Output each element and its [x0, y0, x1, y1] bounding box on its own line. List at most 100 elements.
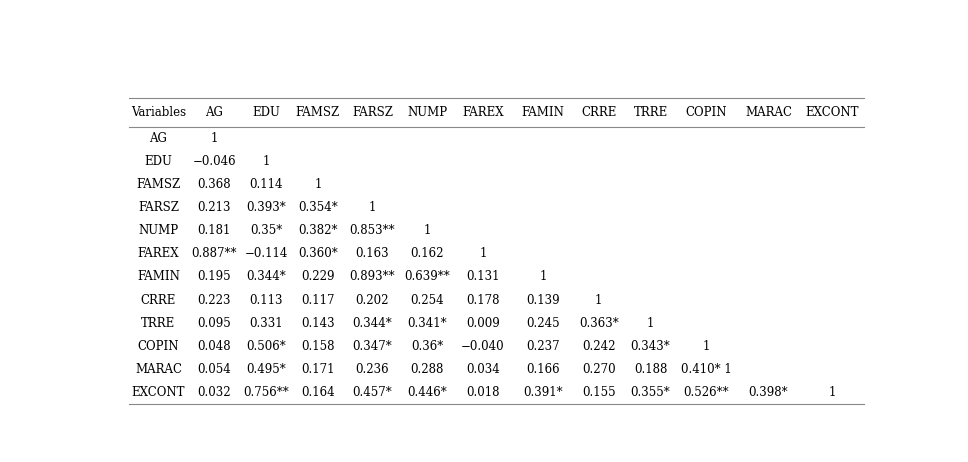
Text: 0.270: 0.270 — [582, 363, 616, 376]
Text: 0.158: 0.158 — [301, 340, 335, 353]
Text: EXCONT: EXCONT — [132, 386, 185, 399]
Text: 0.393*: 0.393* — [246, 201, 286, 214]
Text: 0.143: 0.143 — [301, 316, 335, 329]
Text: 0.229: 0.229 — [301, 270, 335, 283]
Text: TRRE: TRRE — [633, 106, 668, 119]
Text: AG: AG — [205, 106, 224, 119]
Text: CRRE: CRRE — [581, 106, 617, 119]
Text: 0.236: 0.236 — [355, 363, 389, 376]
Text: AG: AG — [149, 132, 167, 145]
Text: 1: 1 — [595, 293, 602, 306]
Text: TRRE: TRRE — [141, 316, 175, 329]
Text: 1: 1 — [211, 132, 218, 145]
Text: 0.139: 0.139 — [527, 293, 560, 306]
Text: −0.046: −0.046 — [193, 155, 236, 168]
Text: 0.495*: 0.495* — [246, 363, 286, 376]
Text: EDU: EDU — [252, 106, 280, 119]
Text: 0.034: 0.034 — [466, 363, 499, 376]
Text: 1: 1 — [539, 270, 547, 283]
Text: 0.344*: 0.344* — [352, 316, 392, 329]
Text: 0.341*: 0.341* — [408, 316, 447, 329]
Text: MARAC: MARAC — [745, 106, 792, 119]
Text: 0.344*: 0.344* — [246, 270, 286, 283]
Text: 1: 1 — [703, 340, 711, 353]
Text: 0.188: 0.188 — [634, 363, 667, 376]
Text: COPIN: COPIN — [685, 106, 727, 119]
Text: 0.245: 0.245 — [527, 316, 560, 329]
Text: 0.237: 0.237 — [527, 340, 560, 353]
Text: 0.164: 0.164 — [301, 386, 335, 399]
Text: 0.331: 0.331 — [250, 316, 283, 329]
Text: NUMP: NUMP — [138, 224, 178, 237]
Text: 0.223: 0.223 — [197, 293, 231, 306]
Text: 0.195: 0.195 — [197, 270, 231, 283]
Text: 0.009: 0.009 — [466, 316, 499, 329]
Text: 0.347*: 0.347* — [352, 340, 392, 353]
Text: 0.639**: 0.639** — [405, 270, 450, 283]
Text: 0.343*: 0.343* — [631, 340, 671, 353]
Text: 0.114: 0.114 — [250, 178, 283, 191]
Text: 0.368: 0.368 — [197, 178, 231, 191]
Text: 0.853**: 0.853** — [349, 224, 395, 237]
Text: 0.887**: 0.887** — [192, 247, 237, 260]
Text: 0.398*: 0.398* — [748, 386, 788, 399]
Text: −0.040: −0.040 — [461, 340, 504, 353]
Text: 0.446*: 0.446* — [408, 386, 447, 399]
Text: 0.113: 0.113 — [250, 293, 283, 306]
Text: 1: 1 — [369, 201, 377, 214]
Text: FAREX: FAREX — [137, 247, 179, 260]
Text: 0.131: 0.131 — [467, 270, 499, 283]
Text: 0.054: 0.054 — [197, 363, 231, 376]
Text: 1: 1 — [423, 224, 431, 237]
Text: NUMP: NUMP — [407, 106, 447, 119]
Text: 0.178: 0.178 — [467, 293, 499, 306]
Text: 0.363*: 0.363* — [579, 316, 619, 329]
Text: FAMIN: FAMIN — [522, 106, 564, 119]
Text: 0.526**: 0.526** — [683, 386, 729, 399]
Text: 0.171: 0.171 — [301, 363, 335, 376]
Text: FAMIN: FAMIN — [137, 270, 180, 283]
Text: 0.360*: 0.360* — [298, 247, 338, 260]
Text: FAMSZ: FAMSZ — [136, 178, 181, 191]
Text: 0.288: 0.288 — [410, 363, 443, 376]
Text: FAMSZ: FAMSZ — [295, 106, 340, 119]
Text: EDU: EDU — [144, 155, 172, 168]
Text: 0.018: 0.018 — [467, 386, 499, 399]
Text: 0.382*: 0.382* — [298, 224, 338, 237]
Text: 0.032: 0.032 — [197, 386, 231, 399]
Text: 0.155: 0.155 — [582, 386, 616, 399]
Text: COPIN: COPIN — [137, 340, 179, 353]
Text: 1: 1 — [829, 386, 835, 399]
Text: 0.048: 0.048 — [197, 340, 231, 353]
Text: 0.355*: 0.355* — [631, 386, 671, 399]
Text: EXCONT: EXCONT — [805, 106, 859, 119]
Text: 0.162: 0.162 — [410, 247, 444, 260]
Text: FARSZ: FARSZ — [138, 201, 179, 214]
Text: −0.114: −0.114 — [244, 247, 287, 260]
Text: FAREX: FAREX — [462, 106, 503, 119]
Text: 0.893**: 0.893** — [349, 270, 395, 283]
Text: 0.35*: 0.35* — [250, 224, 283, 237]
Text: 1: 1 — [315, 178, 321, 191]
Text: 0.117: 0.117 — [301, 293, 335, 306]
Text: MARAC: MARAC — [135, 363, 182, 376]
Text: 0.254: 0.254 — [410, 293, 444, 306]
Text: 0.202: 0.202 — [355, 293, 389, 306]
Text: 0.166: 0.166 — [527, 363, 560, 376]
Text: 1: 1 — [479, 247, 487, 260]
Text: 1: 1 — [262, 155, 270, 168]
Text: 0.163: 0.163 — [355, 247, 389, 260]
Text: 0.756**: 0.756** — [243, 386, 289, 399]
Text: 0.242: 0.242 — [582, 340, 616, 353]
Text: 0.457*: 0.457* — [352, 386, 392, 399]
Text: 0.181: 0.181 — [197, 224, 231, 237]
Text: 0.506*: 0.506* — [246, 340, 286, 353]
Text: CRRE: CRRE — [140, 293, 176, 306]
Text: 0.391*: 0.391* — [523, 386, 562, 399]
Text: 1: 1 — [647, 316, 654, 329]
Text: 0.354*: 0.354* — [298, 201, 338, 214]
Text: FARSZ: FARSZ — [352, 106, 393, 119]
Text: 0.095: 0.095 — [197, 316, 231, 329]
Text: 0.213: 0.213 — [197, 201, 231, 214]
Text: 0.410* 1: 0.410* 1 — [681, 363, 732, 376]
